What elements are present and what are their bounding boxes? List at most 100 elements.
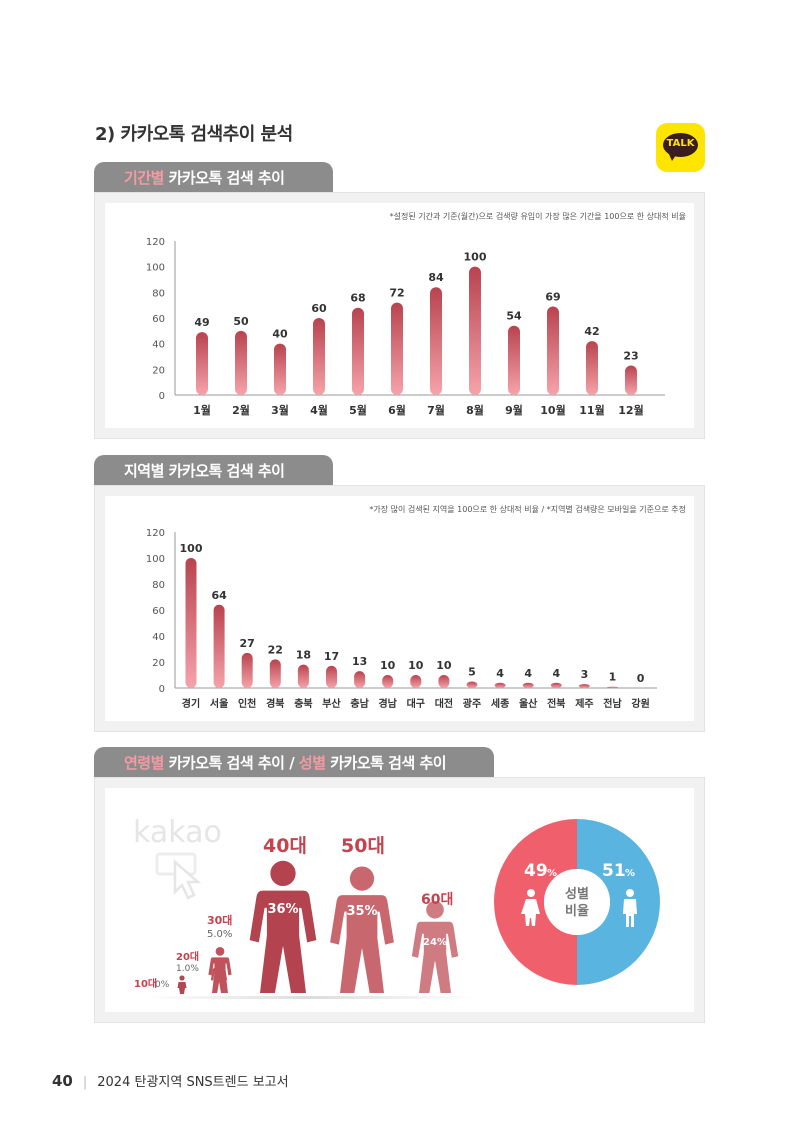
cursor-icon bbox=[155, 852, 202, 900]
x-category-label: 경남 bbox=[378, 697, 397, 710]
age-30s-figure bbox=[208, 947, 232, 993]
x-category-label: 6월 bbox=[388, 403, 406, 417]
bar-value-label: 72 bbox=[389, 287, 404, 300]
age-50s-label: 50대 bbox=[341, 835, 385, 857]
male-icon bbox=[623, 889, 637, 927]
region-chart-note: *가장 많이 검색된 지역을 100으로 한 상대적 비율 / *지역별 검색량… bbox=[369, 505, 686, 514]
bar-value-label: 50 bbox=[233, 315, 249, 328]
x-category-label: 경북 bbox=[266, 697, 284, 710]
bar-value-label: 10 bbox=[436, 659, 452, 672]
x-category-label: 5월 bbox=[349, 403, 367, 417]
bar-value-label: 1 bbox=[609, 671, 617, 684]
x-category-label: 9월 bbox=[505, 403, 523, 417]
female-icon bbox=[521, 889, 540, 926]
y-tick-label: 20 bbox=[152, 365, 165, 376]
bar bbox=[607, 686, 618, 688]
y-tick-label: 100 bbox=[146, 554, 165, 565]
bar-value-label: 4 bbox=[496, 667, 504, 680]
x-category-label: 세종 bbox=[491, 697, 509, 710]
period-bar-chart: 0 20 40 60 80 100 120 49 1월 50 2월 40 3월 60 4월 68 5월 72 6월 8… bbox=[146, 237, 665, 417]
bar-value-label: 18 bbox=[296, 649, 311, 662]
age-30s-label: 30대 bbox=[207, 913, 232, 927]
x-category-label: 2월 bbox=[232, 403, 250, 417]
y-tick-label: 120 bbox=[146, 237, 165, 248]
y-tick-label: 40 bbox=[152, 632, 165, 643]
age-40s-label: 40대 bbox=[263, 835, 307, 857]
bar-value-label: 4 bbox=[524, 667, 532, 680]
bar bbox=[430, 287, 442, 395]
x-category-label: 3월 bbox=[271, 403, 289, 417]
bar-value-label: 23 bbox=[623, 349, 638, 362]
y-tick-label: 80 bbox=[152, 580, 165, 591]
x-category-label: 제주 bbox=[575, 697, 593, 710]
y-tick-label: 100 bbox=[146, 263, 165, 274]
bar bbox=[410, 675, 422, 688]
bar-value-label: 42 bbox=[584, 325, 599, 338]
x-category-label: 10월 bbox=[540, 403, 565, 417]
region-title-rest: 지역별 카카오톡 검색 추이 bbox=[124, 462, 285, 480]
bar-value-label: 3 bbox=[581, 668, 589, 681]
gender-title-highlight: 성별 bbox=[298, 754, 326, 772]
period-chart-note: *설정된 기간과 기준(월간)으로 검색량 유입이 가장 많은 기간을 100으… bbox=[389, 212, 686, 221]
x-category-label: 7월 bbox=[427, 403, 445, 417]
gender-male-slice bbox=[577, 819, 660, 985]
bar bbox=[213, 604, 225, 688]
age-20s-label: 20대 bbox=[176, 950, 199, 963]
age-gender-tab: 연령별 카카오톡 검색 추이 / 성별 카카오톡 검색 추이 bbox=[94, 747, 494, 777]
y-tick-label: 0 bbox=[159, 391, 165, 402]
kakaotalk-logo: TALK bbox=[656, 123, 705, 172]
bar bbox=[326, 665, 337, 688]
page-footer: 40 | 2024 탄광지역 SNS트렌드 보고서 bbox=[52, 1072, 289, 1090]
bar bbox=[185, 558, 197, 688]
bar-value-label: 64 bbox=[211, 589, 227, 602]
bar bbox=[313, 318, 325, 395]
bar-value-label: 22 bbox=[268, 643, 283, 656]
period-title-highlight: 기간별 bbox=[124, 169, 164, 187]
bar-value-label: 60 bbox=[311, 302, 327, 315]
x-category-label: 11월 bbox=[579, 403, 604, 417]
bar bbox=[241, 652, 253, 688]
report-title: 2024 탄광지역 SNS트렌드 보고서 bbox=[97, 1075, 289, 1090]
bar bbox=[196, 332, 208, 395]
bar-value-label: 0 bbox=[637, 672, 645, 685]
bar bbox=[469, 266, 481, 395]
bar bbox=[354, 671, 366, 688]
bar-value-label: 10 bbox=[380, 659, 396, 672]
bar-value-label: 40 bbox=[272, 328, 288, 341]
x-category-label: 4월 bbox=[310, 403, 328, 417]
x-category-label: 대전 bbox=[435, 697, 453, 710]
x-category-label: 광주 bbox=[463, 698, 481, 710]
bar-value-label: 27 bbox=[240, 637, 255, 650]
age-60s-label: 60대 bbox=[421, 892, 453, 908]
bar-value-label: 100 bbox=[464, 251, 487, 264]
y-tick-label: 60 bbox=[152, 314, 165, 325]
age-gender-graphic: kakao 10대 0% 20대 1.0% bbox=[133, 815, 660, 999]
x-category-label: 울산 bbox=[519, 697, 538, 710]
bar-value-label: 68 bbox=[350, 292, 365, 305]
logo-text: TALK bbox=[666, 138, 695, 149]
bar bbox=[269, 659, 281, 688]
bar bbox=[550, 682, 562, 688]
region-bar-chart: 020406080100120100경기64서울27인천22경북18충북17부산… bbox=[146, 528, 657, 710]
y-tick-label: 60 bbox=[152, 606, 165, 617]
x-category-label: 서울 bbox=[210, 697, 228, 710]
bar-value-label: 10 bbox=[408, 659, 424, 672]
bar bbox=[274, 343, 286, 395]
page-number: 40 bbox=[52, 1072, 73, 1090]
bar-value-label: 13 bbox=[352, 655, 367, 668]
bar bbox=[466, 681, 478, 688]
bar bbox=[508, 325, 520, 395]
period-title-rest: 카카오톡 검색 추이 bbox=[163, 169, 285, 187]
gender-male-pct: 51 bbox=[602, 861, 626, 881]
x-category-label: 충남 bbox=[350, 697, 369, 710]
x-category-label: 부산 bbox=[322, 697, 341, 710]
y-tick-label: 0 bbox=[159, 684, 165, 695]
period-chart-panel: *설정된 기간과 기준(월간)으로 검색량 유입이 가장 많은 기간을 100으… bbox=[94, 192, 705, 439]
y-tick-label: 40 bbox=[152, 340, 165, 351]
bar-value-label: 84 bbox=[428, 271, 444, 284]
age-20s-pct: 1.0% bbox=[176, 964, 199, 974]
age-60s-pct: 24% bbox=[423, 937, 447, 948]
x-category-label: 전남 bbox=[603, 697, 622, 710]
x-category-label: 강원 bbox=[631, 697, 649, 710]
age-50s-figure bbox=[330, 866, 394, 993]
